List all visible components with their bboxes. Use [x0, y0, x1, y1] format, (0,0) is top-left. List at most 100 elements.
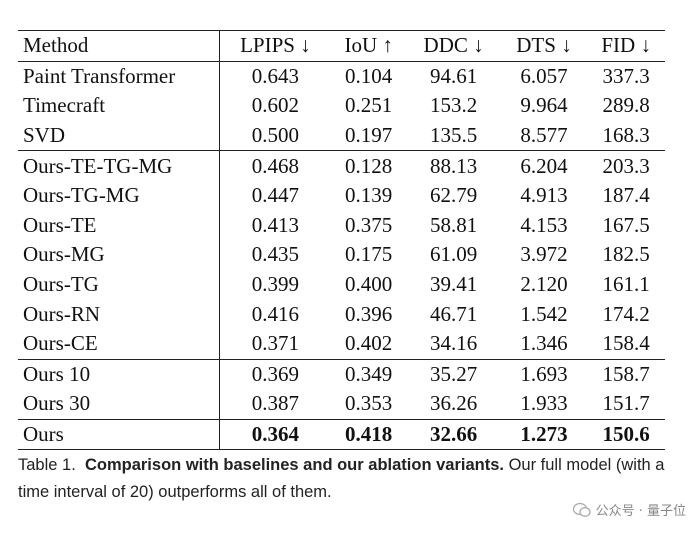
- column-header: FID ↓: [601, 33, 651, 58]
- value-cell: 58.81: [429, 212, 478, 237]
- method-cell: SVD: [18, 120, 220, 151]
- value-cell: 35.27: [429, 361, 478, 386]
- value-cell: 34.16: [429, 331, 478, 356]
- table-row: Ours-TG-MG 0.447 0.139 62.79 4.913 187.4: [18, 180, 665, 211]
- row-group: Paint Transformer 0.643 0.104 94.61 6.057 337…: [18, 61, 665, 151]
- value-cell: 0.139: [345, 183, 393, 208]
- value-cell: 203.3: [602, 153, 650, 178]
- column-header: IoU ↑: [344, 33, 393, 58]
- row-group: Ours 0.364 0.418 32.66 1.273 150.6: [18, 419, 665, 450]
- table-row: Paint Transformer 0.643 0.104 94.61 6.057 337…: [18, 61, 665, 92]
- method-cell: Ours 30: [18, 389, 220, 420]
- value-cell: 0.416: [251, 301, 300, 326]
- value-cell: 174.2: [602, 301, 650, 326]
- value-cell: 39.41: [429, 272, 478, 297]
- value-cell: 150.6: [602, 422, 650, 447]
- value-cell: 0.175: [345, 242, 393, 267]
- value-cell: 0.500: [251, 123, 300, 148]
- value-cell: 62.79: [429, 183, 478, 208]
- value-cell: 1.346: [520, 331, 568, 356]
- table-row: Ours 0.364 0.418 32.66 1.273 150.6: [18, 419, 665, 450]
- table-row: Ours 10 0.369 0.349 35.27 1.693 158.7: [18, 359, 665, 390]
- value-cell: 0.128: [345, 153, 393, 178]
- value-cell: 1.693: [520, 361, 568, 386]
- table-header: Method LPIPS ↓ IoU ↑ DDC ↓ DTS ↓ FID ↓: [18, 30, 665, 62]
- value-cell: 182.5: [602, 242, 650, 267]
- value-cell: 135.5: [429, 123, 478, 148]
- value-cell: 0.375: [345, 212, 393, 237]
- value-cell: 0.400: [345, 272, 393, 297]
- method-cell: Ours-TE-TG-MG: [18, 150, 220, 181]
- table-row: Ours-CE 0.371 0.402 34.16 1.346 158.4: [18, 328, 665, 360]
- method-cell: Ours-RN: [18, 299, 220, 329]
- value-cell: 289.8: [602, 93, 650, 118]
- value-cell: 6.057: [520, 63, 568, 88]
- value-cell: 32.66: [429, 422, 478, 447]
- value-cell: 187.4: [602, 183, 650, 208]
- value-cell: 0.602: [251, 93, 300, 118]
- table-row: Ours-RN 0.416 0.396 46.71 1.542 174.2: [18, 299, 665, 329]
- value-cell: 4.153: [520, 212, 568, 237]
- value-cell: 1.542: [520, 301, 568, 326]
- value-cell: 61.09: [429, 242, 478, 267]
- watermark: 公众号 · 量子位: [572, 500, 686, 519]
- method-cell: Ours-TE: [18, 210, 220, 241]
- value-cell: 0.364: [251, 422, 300, 447]
- column-header: Method: [18, 30, 220, 62]
- method-cell: Paint Transformer: [18, 61, 220, 92]
- method-cell: Ours: [18, 419, 220, 450]
- value-cell: 167.5: [602, 212, 650, 237]
- method-cell: Ours-TG: [18, 269, 220, 300]
- value-cell: 0.349: [345, 361, 393, 386]
- results-table: Method LPIPS ↓ IoU ↑ DDC ↓ DTS ↓ FID ↓ Paint …: [18, 30, 665, 450]
- value-cell: 0.402: [345, 331, 393, 356]
- value-cell: 151.7: [602, 391, 650, 416]
- wechat-icon: [572, 502, 591, 517]
- value-cell: 158.4: [602, 331, 650, 356]
- caption-label: Table 1.: [18, 456, 76, 474]
- table-row: Ours-TE 0.413 0.375 58.81 4.153 167.5: [18, 210, 665, 241]
- value-cell: 153.2: [429, 93, 478, 118]
- watermark-text: 公众号 · 量子位: [595, 504, 686, 519]
- table-row: Ours-TE-TG-MG 0.468 0.128 88.13 6.204 203.3: [18, 150, 665, 181]
- value-cell: 88.13: [429, 153, 478, 178]
- value-cell: 36.26: [429, 391, 478, 416]
- table-row: Timecraft 0.602 0.251 153.2 9.964 289.8: [18, 91, 665, 121]
- method-cell: Ours-MG: [18, 240, 220, 270]
- method-cell: Timecraft: [18, 91, 220, 121]
- value-cell: 8.577: [520, 123, 568, 148]
- value-cell: 0.418: [345, 422, 393, 447]
- value-cell: 0.197: [345, 123, 393, 148]
- value-cell: 3.972: [520, 242, 568, 267]
- value-cell: 161.1: [602, 272, 650, 297]
- value-cell: 0.399: [251, 272, 300, 297]
- header-row: Method LPIPS ↓ IoU ↑ DDC ↓ DTS ↓ FID ↓: [18, 30, 665, 62]
- value-cell: 9.964: [520, 93, 568, 118]
- value-cell: 0.353: [345, 391, 393, 416]
- value-cell: 0.369: [251, 361, 300, 386]
- value-cell: 0.447: [251, 183, 300, 208]
- column-header: DTS ↓: [516, 33, 572, 58]
- value-cell: 4.913: [520, 183, 568, 208]
- value-cell: 0.468: [251, 153, 300, 178]
- value-cell: 6.204: [520, 153, 568, 178]
- value-cell: 168.3: [602, 123, 650, 148]
- value-cell: 0.104: [345, 63, 393, 88]
- column-header: LPIPS ↓: [240, 33, 311, 58]
- value-cell: 46.71: [429, 301, 478, 326]
- method-cell: Ours-TG-MG: [18, 180, 220, 211]
- caption-bold: Comparison with baselines and our ablati…: [84, 456, 504, 474]
- value-cell: 2.120: [520, 272, 568, 297]
- table-row: Ours-MG 0.435 0.175 61.09 3.972 182.5: [18, 240, 665, 270]
- value-cell: 1.273: [520, 422, 568, 447]
- caption: Table 1. Comparison with baselines and o…: [18, 452, 678, 506]
- table-row: SVD 0.500 0.197 135.5 8.577 168.3: [18, 120, 665, 151]
- table-row: Ours-TG 0.399 0.400 39.41 2.120 161.1: [18, 269, 665, 300]
- value-cell: 1.933: [520, 391, 568, 416]
- caption-rest: Our full model (with a time interval of …: [18, 456, 665, 501]
- value-cell: 0.387: [251, 391, 300, 416]
- row-group: Ours 10 0.369 0.349 35.27 1.693 158.7 Ours 30 0…: [18, 359, 665, 420]
- method-cell: Ours 10: [18, 359, 220, 390]
- value-cell: 337.3: [602, 63, 650, 88]
